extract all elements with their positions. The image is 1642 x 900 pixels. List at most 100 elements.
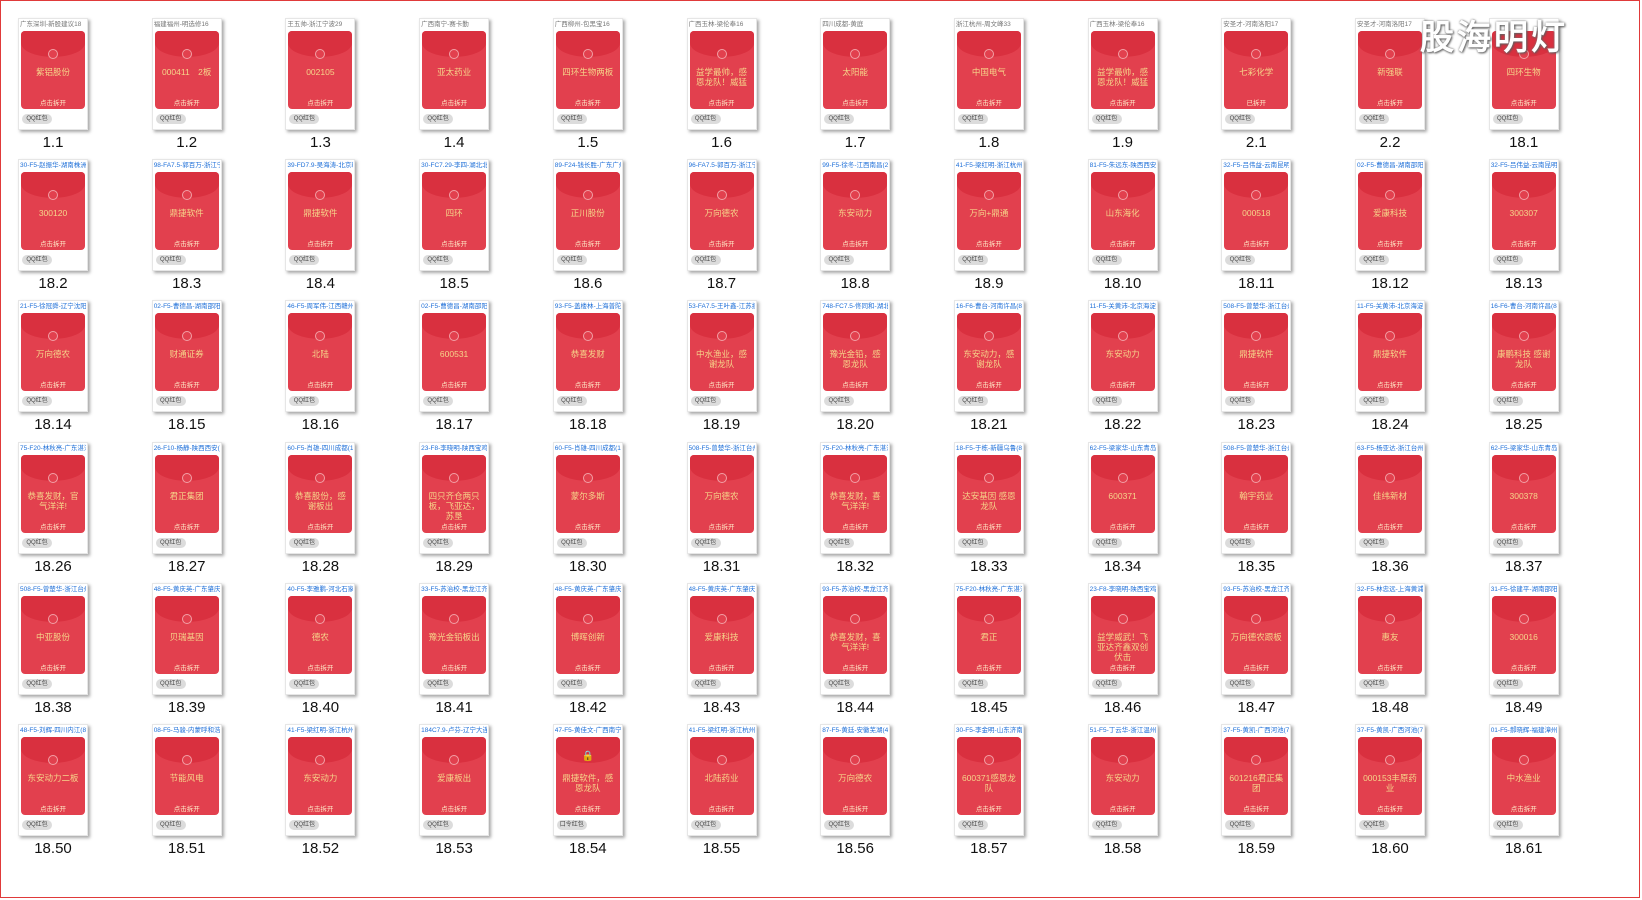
file-thumbnail[interactable]: 37-F5-黄凯-广西河池(74 000153丰原药业 点击拆开 QQ红包 18.60 xyxy=(1335,714,1475,860)
file-thumbnail[interactable]: 75-F20-林秋亮-广东湛江 恭喜发财，官气洋洋! 点击拆开 QQ红包 18.26 xyxy=(0,432,138,578)
file-thumbnail[interactable]: 32-F5-林忠远-上海黄浦(惠友 点击拆开 QQ红包 18.48 xyxy=(1335,573,1475,719)
file-thumbnail[interactable]: 93-F5-苏治校-黑龙江齐 万向德农跟板 点击拆开 QQ红包 18.47 xyxy=(1201,573,1341,719)
qq-redpacket-badge: QQ红包 xyxy=(155,396,186,407)
qq-redpacket-badge: QQ红包 xyxy=(155,820,186,830)
file-thumbnail[interactable]: 81-F5-朱远东-陕西西安(山东海化 点击拆开 QQ红包 18.10 xyxy=(1068,149,1208,295)
red-packet-seal-icon xyxy=(181,49,192,59)
file-thumbnail[interactable]: 广西柳州-包黑宝16 四环生物两板 点击拆开 QQ红包 1.5 xyxy=(533,8,673,154)
thumbnail-sender-title: 21-F5-徐冠舜-辽宁沈阳( xyxy=(20,303,86,311)
file-thumbnail[interactable]: 30-FC7.29-李四-湖北北京四环点击拆开 QQ红包 18.5 xyxy=(399,149,539,295)
file-thumbnail[interactable]: 广西玉林-梁伦奉16 益学最帅，感恩龙队！威猛 点击拆开 QQ红包 1.9 xyxy=(1068,8,1208,154)
file-thumbnail[interactable]: 四环生物 点击拆开 QQ红包 18.1 xyxy=(1469,8,1609,154)
file-thumbnail[interactable]: 11-F5-关黄沛-北京海淀(东安动力 点击拆开 QQ红包 18.22 xyxy=(1068,290,1208,436)
qq-redpacket-badge: QQ红包 xyxy=(1091,255,1122,266)
thumbnail-sender-title: 32-F5-吕伟益-云南昆明 xyxy=(1490,162,1557,170)
file-thumbnail[interactable]: 60-F5-肖雄-四川成都(10 恭喜股份，感谢板出 点击拆开 QQ红包 18.28 xyxy=(265,432,405,578)
thumbnail-sender-title: 93-F5-苏治校-黑龙江齐 xyxy=(1223,585,1290,593)
qq-redpacket-badge: 口令红包 xyxy=(556,820,587,830)
file-thumbnail[interactable]: 46-F5-周军伟-江西赣州(北陆 点击拆开 QQ红包 18.16 xyxy=(265,290,405,436)
thumbnail-image: 75-F20-林秋亮-广东湛江 恭喜发财，官气洋洋! 点击拆开 QQ红包 xyxy=(18,441,88,554)
file-name-label: 18.44 xyxy=(836,698,874,716)
file-thumbnail[interactable]: 11-F5-关黄沛-北京海淀(鼎捷软件 点击拆开 QQ红包 18.24 xyxy=(1335,290,1475,436)
file-thumbnail[interactable]: 浙江杭州-周文峰33 中国电气 点击拆开 QQ红包 1.8 xyxy=(934,8,1074,154)
file-thumbnail[interactable]: 508-F5-曾楚华-浙江台州 万向德农 点击拆开 QQ红包 18.31 xyxy=(667,432,807,578)
file-thumbnail[interactable]: 02-F5-曹德昌-湖南邵阳(财通证券 点击拆开 QQ红包 18.15 xyxy=(132,290,272,436)
file-thumbnail[interactable]: 30-F5-李金明-山东济南(600371感恩龙队 点击拆开 QQ红包 18.57 xyxy=(934,714,1074,860)
file-thumbnail[interactable]: 08-F5-马骏-内蒙呼和浩特 节能风电 点击拆开 QQ红包 18.51 xyxy=(132,714,272,860)
file-thumbnail[interactable]: 41-F5-梁红明-浙江杭州(万向+鼎通 点击拆开 QQ红包 18.9 xyxy=(934,149,1074,295)
file-thumbnail[interactable]: 51-F5-丁云华-浙江温州(东安动力 点击拆开 QQ红包 18.58 xyxy=(1068,714,1208,860)
thumbnail-sender-title: 47-F5-黄佳文-广西南宁( xyxy=(554,727,621,734)
file-thumbnail[interactable]: 21-F5-徐冠舜-辽宁沈阳(万向德农 点击拆开 QQ红包 18.14 xyxy=(0,290,138,436)
file-thumbnail[interactable]: 96-FA7.5-郭百万-浙江宁 万向德农 点击拆开 QQ红包 18.7 xyxy=(667,149,807,295)
file-thumbnail[interactable]: 99-F5-徐冬-江西南昌(25 东安动力 点击拆开 QQ红包 18.8 xyxy=(800,149,940,295)
file-thumbnail[interactable]: 508-F5-曾楚华-浙江台州 中亚股份 点击拆开 QQ红包 18.38 xyxy=(0,573,138,719)
file-thumbnail[interactable]: 26-F10-杨静-陕西西安(7 君正集团 点击拆开 QQ红包 18.27 xyxy=(132,432,272,578)
file-thumbnail[interactable]: 32-F5-吕伟益-云南昆明 000518 点击拆开 QQ红包 18.11 xyxy=(1201,149,1341,295)
file-thumbnail[interactable]: 37-F5-黄凯-广西河池(74 601216君正集团 点击拆开 QQ红包 18.59 xyxy=(1201,714,1341,860)
file-thumbnail[interactable]: 41-F5-梁红明-浙江杭州(北陆药业 点击拆开 QQ红包 18.55 xyxy=(667,714,807,860)
file-name-label: 1.5 xyxy=(577,134,599,151)
file-thumbnail[interactable]: 63-F5-杨亚达-浙江台州(佳纬新材 点击拆开 QQ红包 18.36 xyxy=(1335,432,1475,578)
watermark: 股海明灯 xyxy=(1420,18,1568,58)
red-packet-message: 中国电气 xyxy=(971,67,1006,77)
file-thumbnail[interactable]: 32-F5-吕伟益-云南昆明 300307 点击拆开 QQ红包 18.13 xyxy=(1469,149,1609,295)
file-thumbnail[interactable]: 184C7.9-卢芬-辽宁大连 爱康板出 点击拆开 QQ红包 18.53 xyxy=(399,714,539,860)
file-thumbnail[interactable]: 广西玉林-梁伦奉16 益学最帅，感恩龙队！威猛 点击拆开 QQ红包 1.6 xyxy=(667,8,807,154)
file-name-label: 18.51 xyxy=(167,840,206,857)
file-thumbnail[interactable]: 王五帅-浙江宁波29 002105 点击拆开 QQ红包 1.3 xyxy=(265,8,405,154)
file-thumbnail[interactable]: 39-FD7.9-吴海涛-北京朝 鼎捷软件 点击拆开 QQ红包 18.4 xyxy=(265,149,405,295)
qq-redpacket-badge: QQ红包 xyxy=(690,537,721,548)
file-thumbnail[interactable]: 53-FA7.5-王叶鑫-江苏扬 中水渔业，感谢龙队 点击拆开 QQ红包 18.19 xyxy=(667,290,807,436)
file-thumbnail[interactable]: 62-F5-梁家华-山东青岛(300378 点击拆开 QQ红包 18.37 xyxy=(1469,432,1609,578)
file-thumbnail[interactable]: 广东深圳-新股建议18 紫铝股份 点击拆开 QQ红包 1.1 xyxy=(0,8,138,154)
file-thumbnail[interactable]: 60-F5-肖雄-四川成都(10 蒙尔多斯 点击拆开 QQ红包 18.30 xyxy=(533,432,673,578)
red-packet-open-text: 点击拆开 xyxy=(708,523,735,531)
file-thumbnail[interactable]: 48-F5-黄庆英-广东肇庆(贝瑞基因 点击拆开 QQ红包 18.39 xyxy=(132,573,272,719)
file-thumbnail[interactable]: 广西南宁-赛卡勤 亚太药业 点击拆开 QQ红包 1.4 xyxy=(399,8,539,154)
file-thumbnail[interactable]: 41-F5-梁红明-浙江杭州(东安动力 点击拆开 QQ红包 18.52 xyxy=(265,714,405,860)
file-thumbnail[interactable]: 23-F8-李晓明-陕西宝鸡(益学威武！飞亚达齐鑫双创伏击 点击拆开 QQ红包 18.… xyxy=(1068,573,1208,719)
file-thumbnail[interactable]: 23-F8-李晓明-陕西宝鸡(四只齐仓两只板，飞亚达，苏垦 点击拆开 QQ红包 18.… xyxy=(399,432,539,578)
file-thumbnail[interactable]: 48-F5-刘辉-四川内江(82 东安动力二板 点击拆开 QQ红包 18.50 xyxy=(0,714,138,860)
file-thumbnail[interactable]: 四川成都-黄庭 太阳能 点击拆开 QQ红包 1.7 xyxy=(800,8,940,154)
file-thumbnail[interactable]: 62-F5-梁家华-山东青岛(600371 点击拆开 QQ红包 18.34 xyxy=(1068,432,1208,578)
file-thumbnail[interactable]: 安圣才-河南洛阳17 七彩化学 已拆开 QQ红包 2.1 xyxy=(1201,8,1341,154)
file-thumbnail[interactable]: 75-F20-林秋亮-广东湛江 恭喜发财，喜气洋洋! 点击拆开 QQ红包 18.32 xyxy=(800,432,940,578)
file-thumbnail[interactable]: 16-F6-曹台-河南许昌(84 东安动力，感谢龙队 点击拆开 QQ红包 18.21 xyxy=(934,290,1074,436)
file-thumbnail[interactable]: 16-F6-曹台-河南许昌(84 康鹏科技 感谢龙队 点击拆开 QQ红包 18.25 xyxy=(1469,290,1609,436)
file-thumbnail[interactable]: 01-F5-郝晓辉-福建漳州(中水渔业 点击拆开 QQ红包 18.61 xyxy=(1469,714,1609,860)
file-thumbnail[interactable]: 18-F5-于栋-新疆乌鲁(89 达安基因 感恩龙队 点击拆开 QQ红包 18.33 xyxy=(934,432,1074,578)
file-thumbnail[interactable]: 508-F5-曾楚华-浙江台州 鼎捷软件 点击拆开 QQ红包 18.23 xyxy=(1201,290,1341,436)
file-thumbnail[interactable]: 508-F5-曾楚华-浙江台州 翰宇药业 点击拆开 QQ红包 18.35 xyxy=(1201,432,1341,578)
file-name-label: 2.2 xyxy=(1379,134,1401,151)
file-thumbnail[interactable]: 40-F5-李雅鹏-河北石家 德农 点击拆开 QQ红包 18.40 xyxy=(265,573,405,719)
file-thumbnail[interactable]: 福建福州-明选修16 000411 2板 点击拆开 QQ红包 1.2 xyxy=(132,8,272,154)
file-thumbnail[interactable]: 33-F5-苏治校-黑龙江齐 豫光金铅板出 点击拆开 QQ红包 18.41 xyxy=(399,573,539,719)
file-thumbnail[interactable]: 75-F20-林秋亮-广东湛江 君正 点击拆开 QQ红包 18.45 xyxy=(934,573,1074,719)
thumbnail-image: 浙江杭州-周文峰33 中国电气 点击拆开 QQ红包 xyxy=(953,18,1024,130)
red-packet-seal-icon xyxy=(1518,613,1529,624)
red-packet: 四环 点击拆开 xyxy=(422,172,487,251)
file-thumbnail[interactable]: 89-F24-钱长胜-广东广州 正川股份 点击拆开 QQ红包 18.6 xyxy=(533,149,673,295)
file-thumbnail[interactable]: 48-F5-黄庆英-广东肇庆(博晖创新 点击拆开 QQ红包 18.42 xyxy=(533,573,673,719)
file-thumbnail[interactable]: 87-F5-黄廷-安徽芜湖(48 万向德农 点击拆开 QQ红包 18.56 xyxy=(800,714,940,860)
red-packet-seal-icon xyxy=(716,613,727,624)
red-packet: 300016 点击拆开 xyxy=(1491,595,1556,674)
file-thumbnail[interactable]: 93-F5-苏治校-黑龙江齐 恭喜发财，喜气洋洋! 点击拆开 QQ红包 18.44 xyxy=(800,573,940,719)
file-thumbnail[interactable]: 30-F5-赵振华-湖南株洲(300120 点击拆开 QQ红包 18.2 xyxy=(0,149,138,295)
file-thumbnail[interactable]: 93-F5-盖楼林-上海普陀(恭喜发财 点击拆开 QQ红包 18.18 xyxy=(533,290,673,436)
thumbnail-image: 93-F5-苏治校-黑龙江齐 恭喜发财，喜气洋洋! 点击拆开 QQ红包 xyxy=(820,582,891,695)
file-thumbnail[interactable]: 02-F5-曹德昌-湖南邵阳(600531 点击拆开 QQ红包 18.17 xyxy=(399,290,539,436)
file-thumbnail[interactable]: 31-F5-徐建平-湖南邵阳(300016 点击拆开 QQ红包 18.49 xyxy=(1469,573,1609,719)
file-thumbnail[interactable]: 安圣才-河南洛阳17 新强联 点击拆开 QQ红包 2.2 xyxy=(1335,8,1475,154)
thumbnail-image: 31-F5-徐建平-湖南邵阳(300016 点击拆开 QQ红包 xyxy=(1488,582,1559,695)
file-thumbnail[interactable]: 47-F5-黄佳文-广西南宁(🔒 鼎捷软件，感恩龙队 点击拆开 口令红包 18.54 xyxy=(533,714,673,860)
file-thumbnail[interactable]: 02-F5-曹德昌-湖南邵阳(爱康科技 点击拆开 QQ红包 18.12 xyxy=(1335,149,1475,295)
thumbnail-sender-title: 30-F5-李金明-山东济南( xyxy=(955,727,1022,734)
file-thumbnail[interactable]: 98-FA7.5-郭百万-浙江宁 鼎捷软件 点击拆开 QQ红包 18.3 xyxy=(132,149,272,295)
file-thumbnail[interactable]: 48-F5-黄庆英-广东肇庆(爱康科技 点击拆开 QQ红包 18.43 xyxy=(667,573,807,719)
red-packet: 益学最帅，感恩龙队！威猛 点击拆开 xyxy=(1090,31,1155,109)
